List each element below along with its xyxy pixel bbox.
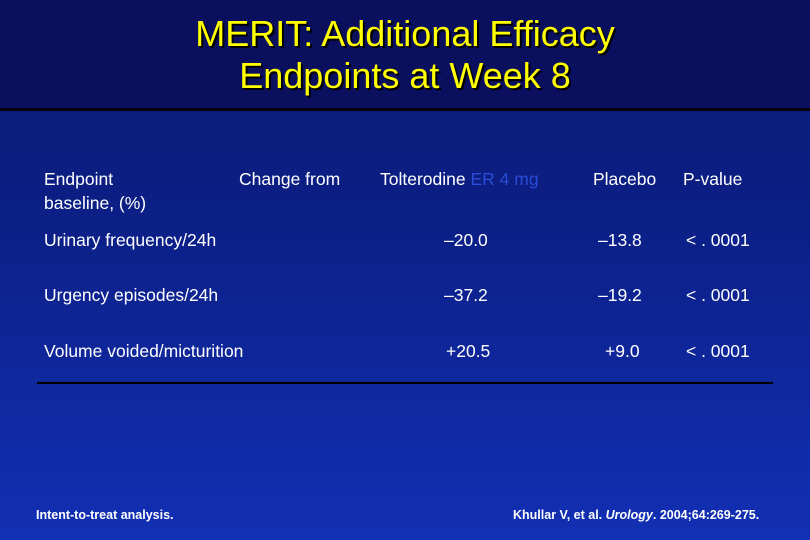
header-change-from: Change from xyxy=(239,169,341,189)
citation-journal: Urology xyxy=(605,508,653,522)
slide-title-line-2: Endpoints at Week 8 xyxy=(239,55,571,96)
header-endpoint: Endpoint xyxy=(44,169,114,189)
row-pvalue: < . 0001 xyxy=(686,230,750,250)
row-endpoint: Urgency episodes/24h xyxy=(44,285,219,305)
row-tolterodine-value: +20.5 xyxy=(446,341,491,361)
row-endpoint: Urinary frequency/24h xyxy=(44,230,217,250)
header-pvalue: P-value xyxy=(683,169,743,189)
header-placebo: Placebo xyxy=(593,169,657,189)
row-tolterodine-value: –37.2 xyxy=(444,285,488,305)
row-placebo-value: +9.0 xyxy=(605,341,640,361)
row-pvalue: < . 0001 xyxy=(686,341,750,361)
header-tolterodine: Tolterodine ER 4 mg xyxy=(380,168,539,190)
citation-authors: Khullar V, et al. xyxy=(513,508,606,522)
footnote-itt: Intent-to-treat analysis. xyxy=(36,508,174,522)
header-baseline: baseline, (%) xyxy=(44,193,147,213)
slide-title-line-1: MERIT: Additional Efficacy xyxy=(195,13,615,54)
row-placebo-value: –19.2 xyxy=(598,285,642,305)
row-placebo-value: –13.8 xyxy=(598,230,642,250)
citation-details: . 2004;64:269-275. xyxy=(652,508,760,522)
row-pvalue: < . 0001 xyxy=(686,285,750,305)
citation: Khullar V, et al. Urology. 2004;64:269-2… xyxy=(513,508,759,522)
title-band: MERIT: Additional Efficacy Endpoints at … xyxy=(0,0,810,111)
table-bottom-rule xyxy=(37,382,773,384)
row-tolterodine-value: –20.0 xyxy=(444,230,488,250)
header-tolterodine-label: Tolterodine xyxy=(380,169,466,189)
row-endpoint: Volume voided/micturition xyxy=(44,341,244,361)
header-tolterodine-dose: ER 4 mg xyxy=(470,169,539,189)
